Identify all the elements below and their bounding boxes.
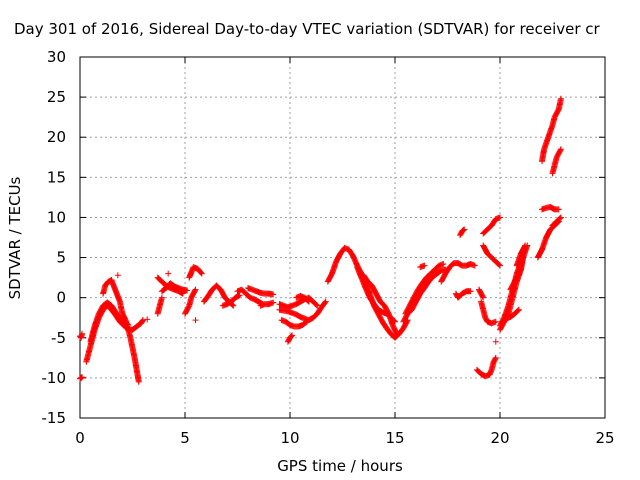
grid-lines: [80, 57, 605, 418]
plot-frame: [79, 56, 606, 419]
data-point-marker: [184, 287, 191, 294]
data-point-marker: [515, 307, 522, 314]
data-point-marker: [421, 262, 428, 269]
y-tick-label: 0: [56, 289, 66, 307]
y-tick-label: 30: [47, 48, 66, 66]
y-tick-label: -10: [42, 369, 67, 387]
data-point-marker: [79, 374, 86, 381]
axis-ticks: 0 5 10 15 20 25 -15 -10 -5 0 5 10 15 20 25 30: [42, 48, 615, 447]
data-point-marker: [492, 318, 499, 325]
data-point-marker: [289, 332, 296, 339]
data-point-marker: [479, 293, 486, 300]
y-tick-label: 25: [47, 88, 66, 106]
data-point-marker: [305, 297, 312, 304]
data-point-marker: [557, 214, 564, 221]
y-tick-label: 20: [47, 128, 66, 146]
y-tick-label: 10: [47, 208, 66, 226]
data-point-marker: [496, 261, 503, 268]
data-point-marker: [230, 302, 237, 309]
data-point-marker: [158, 294, 165, 301]
data-point-marker: [557, 147, 564, 154]
x-axis-label: GPS time / hours: [277, 457, 403, 475]
data-point-marker: [492, 355, 499, 362]
x-tick-label: 0: [75, 429, 85, 447]
data-point-marker: [165, 270, 172, 277]
data-point-marker: [467, 288, 474, 295]
data-point-marker: [140, 317, 146, 324]
x-tick-label: 15: [385, 429, 404, 447]
data-point-marker: [114, 272, 121, 279]
x-tick-label: 10: [280, 429, 299, 447]
data-point-marker: [459, 227, 466, 234]
data-point-marker: [492, 354, 499, 361]
data-point-marker: [305, 298, 312, 305]
data-point-marker: [313, 301, 320, 308]
data-point-marker: [135, 378, 142, 385]
data-point-marker: [557, 215, 564, 222]
data-point-marker: [555, 206, 562, 213]
data-point-marker: [522, 242, 529, 249]
data-point-marker: [303, 318, 310, 325]
data-point-marker: [198, 269, 205, 276]
data-point-marker: [480, 294, 487, 301]
y-axis-label: SDTVAR / TECUs: [6, 176, 24, 299]
data-point-marker: [460, 227, 467, 234]
data-point-marker: [497, 214, 503, 221]
data-point-marker: [497, 262, 503, 269]
y-tick-label: -15: [42, 409, 67, 427]
x-tick-label: 25: [595, 429, 614, 447]
data-point-marker: [461, 226, 468, 233]
x-tick-label: 5: [180, 429, 190, 447]
data-point-marker: [191, 287, 198, 294]
data-point-marker: [192, 286, 199, 293]
data-point-marker: [557, 95, 564, 102]
chart-title: Day 301 of 2016, Sidereal Day-to-day VTE…: [14, 20, 601, 38]
data-points: [77, 95, 564, 385]
data-point-marker: [322, 298, 329, 305]
data-point-marker: [192, 317, 199, 324]
data-point-marker: [322, 299, 328, 306]
data-point-marker: [440, 260, 447, 267]
data-point-marker: [79, 330, 86, 337]
data-point-marker: [288, 333, 295, 340]
data-point-marker: [492, 338, 499, 345]
x-tick-label: 20: [490, 429, 509, 447]
y-tick-label: 5: [56, 249, 66, 267]
data-point-marker: [394, 331, 401, 338]
data-point-marker: [270, 291, 277, 298]
data-point-marker: [302, 319, 309, 326]
data-point-marker: [314, 302, 321, 309]
data-point-marker: [471, 262, 478, 269]
data-point-marker: [270, 299, 277, 306]
data-point-marker: [139, 317, 146, 324]
data-point-marker: [144, 316, 151, 323]
y-tick-label: -5: [51, 329, 66, 347]
data-point-marker: [198, 270, 205, 277]
y-tick-label: 15: [47, 168, 66, 186]
data-point-marker: [521, 243, 528, 250]
data-point-marker: [557, 146, 564, 153]
data-point-marker: [515, 306, 522, 313]
